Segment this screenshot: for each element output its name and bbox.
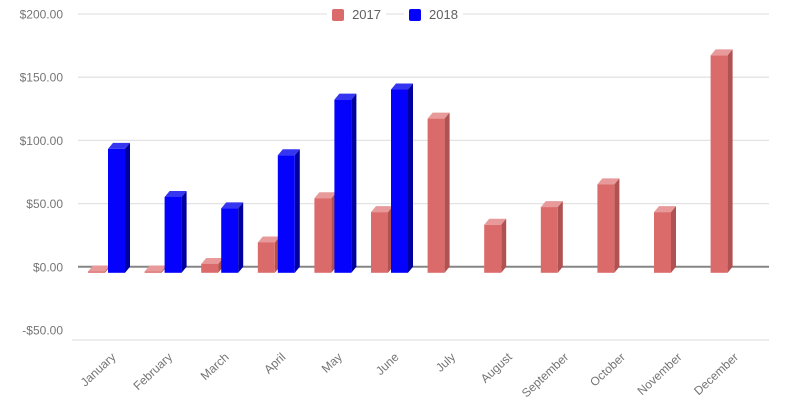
legend-swatch-2018-icon [409, 8, 421, 21]
bar-front-face [88, 271, 105, 273]
bar-front-face [484, 224, 502, 273]
bar-side-face [614, 178, 620, 273]
x-tick-label: March [198, 350, 232, 383]
bar-top-face [314, 192, 337, 199]
bar-side-face [238, 202, 244, 273]
bar-side-face [125, 142, 130, 273]
y-tick-label: -$50.00 [22, 324, 63, 338]
bar-front-face [597, 184, 615, 273]
bar-2018-june[interactable] [391, 83, 413, 273]
x-tick-label: August [478, 350, 515, 386]
bar-side-face [501, 218, 507, 273]
y-tick-label: $0.00 [33, 260, 63, 274]
bar-top-face [540, 201, 563, 208]
x-tick-label: June [373, 350, 402, 378]
x-tick-label: October [587, 350, 628, 389]
chart-legend: 2017 2018 [0, 7, 790, 22]
bar-front-face [144, 271, 162, 273]
bar-top-face [371, 206, 393, 213]
x-tick-label: January [78, 350, 119, 389]
bar-front-face [257, 242, 275, 273]
legend-item-2017[interactable]: 2017 [327, 7, 386, 22]
bar-front-face [334, 99, 352, 273]
x-tick-label: July [433, 350, 458, 375]
bar-front-face [710, 55, 728, 273]
x-tick-label: April [261, 350, 288, 377]
bar-top-face [654, 206, 676, 213]
bar-2018-february[interactable] [164, 190, 187, 273]
bar-top-face [277, 149, 300, 156]
bar-front-face [654, 212, 671, 273]
bar-top-face [257, 236, 280, 243]
bar-2017-august[interactable] [484, 218, 507, 273]
bar-front-face [221, 208, 239, 273]
bar-side-face [557, 201, 563, 273]
legend-label-2018: 2018 [429, 7, 458, 22]
legend-label-2017: 2017 [352, 7, 381, 22]
bar-side-face [294, 149, 300, 273]
y-tick-label: $200.00 [20, 8, 64, 22]
bar-front-face [164, 196, 182, 273]
bar-top-face [710, 49, 733, 56]
bar-top-face [144, 265, 167, 272]
x-tick-label: November [635, 350, 685, 398]
bar-2017-march[interactable] [201, 257, 224, 273]
legend-item-2018[interactable]: 2018 [404, 7, 463, 22]
bar-front-face [540, 207, 558, 273]
bar-front-face [201, 263, 219, 273]
bar-2017-june[interactable] [371, 206, 393, 273]
bar-top-face [484, 218, 507, 225]
bar-top-face [108, 142, 130, 149]
bar-2017-april[interactable] [257, 236, 280, 273]
bar-top-face [88, 265, 110, 272]
bar-front-face [371, 212, 388, 273]
bar-2018-april[interactable] [277, 149, 300, 273]
bar-2017-november[interactable] [654, 206, 676, 273]
bar-2017-september[interactable] [540, 201, 563, 273]
bar-top-face [164, 190, 187, 197]
bar-front-face [277, 155, 295, 273]
bar-2018-january[interactable] [108, 142, 130, 273]
bar-2017-december[interactable] [710, 49, 733, 273]
y-tick-label: $100.00 [20, 134, 64, 148]
bar-front-face [108, 148, 125, 273]
bar-side-face [444, 112, 450, 273]
bar-side-face [671, 206, 676, 273]
bar-top-face [334, 93, 357, 100]
bar-top-face [221, 202, 244, 209]
bar-front-face [314, 198, 332, 273]
bar-2018-may[interactable] [334, 93, 357, 273]
y-tick-label: $50.00 [26, 197, 63, 211]
bar-front-face [427, 118, 445, 273]
bar-top-face [391, 83, 413, 90]
bar-2018-march[interactable] [221, 202, 244, 273]
x-tick-label: May [319, 350, 345, 376]
bar-2017-october[interactable] [597, 178, 620, 273]
y-tick-label: $150.00 [20, 71, 64, 85]
bar-2017-july[interactable] [427, 112, 450, 273]
x-tick-label: September [519, 350, 571, 400]
bar-side-face [181, 190, 187, 273]
x-tick-label: December [691, 350, 741, 398]
bar-2017-may[interactable] [314, 192, 337, 273]
bar-top-face [201, 257, 224, 264]
bar-side-face [351, 93, 357, 273]
bar-side-face [727, 49, 733, 273]
bar-top-face [597, 178, 620, 185]
legend-swatch-2017-icon [332, 8, 345, 21]
bar-side-face [408, 83, 413, 273]
bar-top-face [427, 112, 450, 119]
bar-front-face [391, 89, 408, 273]
x-tick-label: February [130, 350, 175, 393]
